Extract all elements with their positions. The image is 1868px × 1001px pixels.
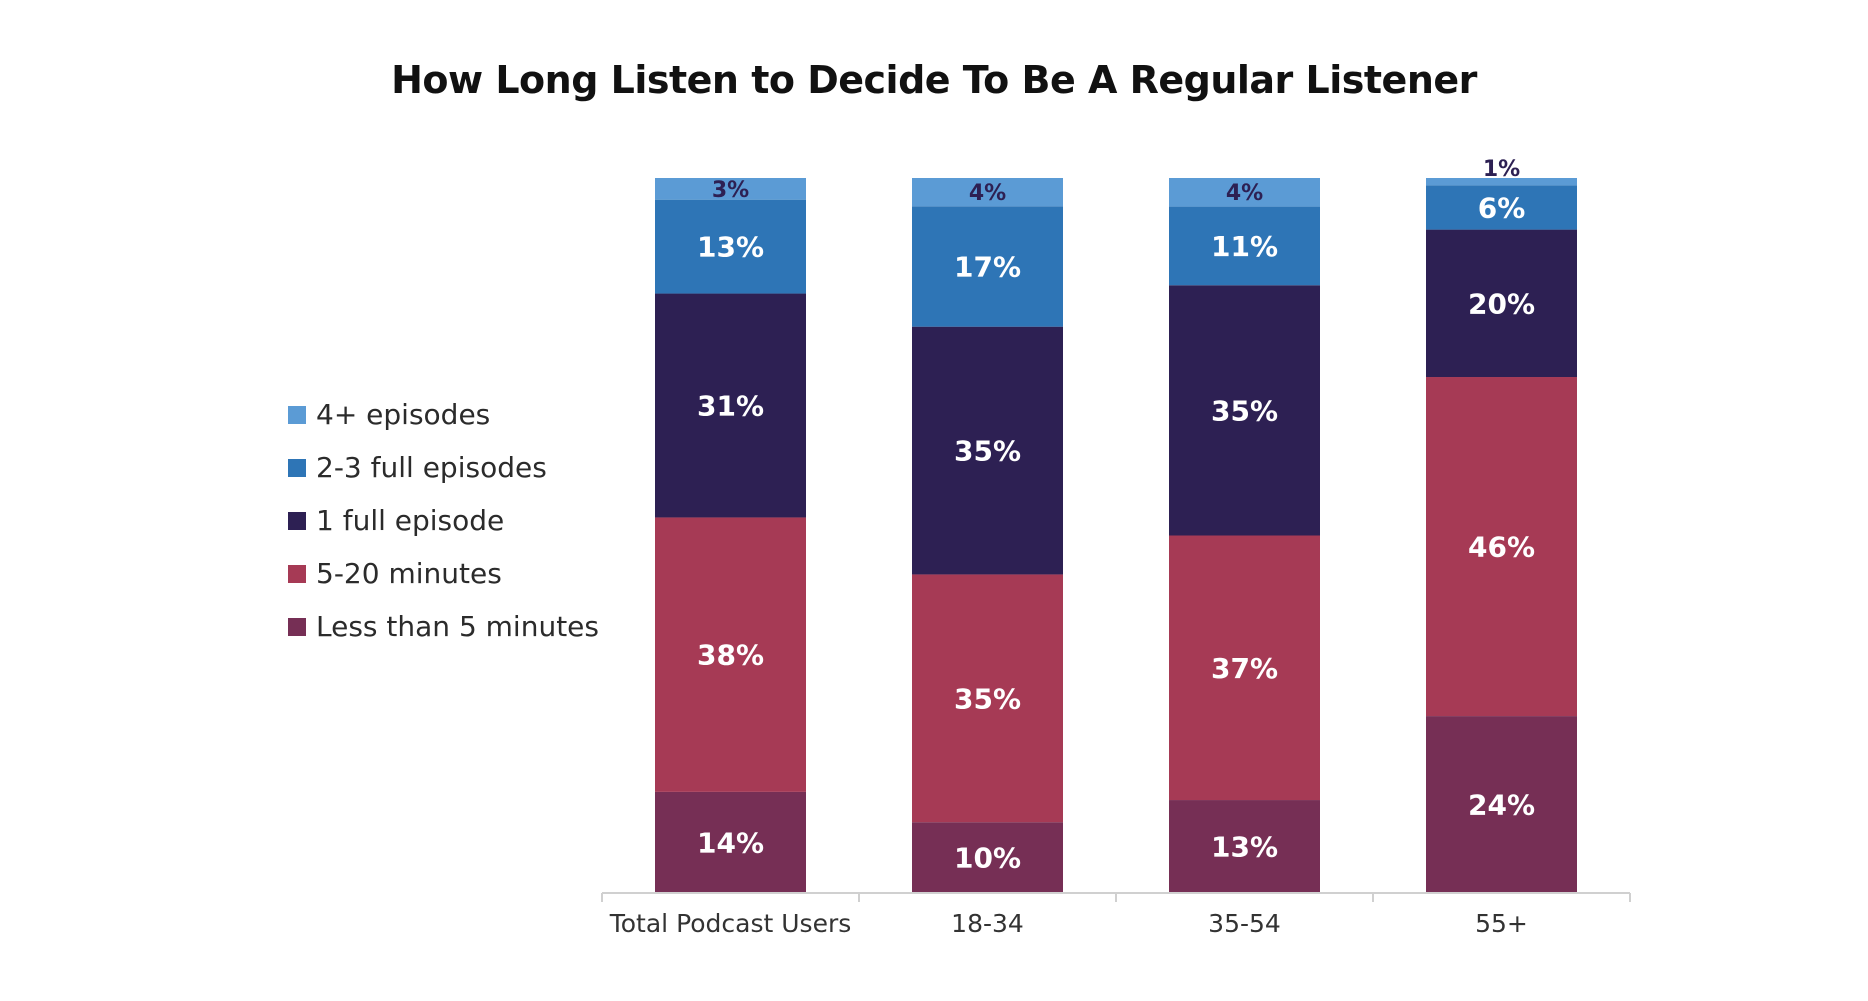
data-label-2-3-full-episodes-18-34: 17%	[954, 251, 1021, 284]
data-label-4-episodes-55: 1%	[1483, 157, 1520, 182]
bar-4-episodes-55	[1426, 178, 1577, 186]
data-label-less-than-5-minutes-55: 24%	[1468, 789, 1535, 822]
legend-swatch	[288, 617, 306, 636]
data-label-4-episodes-35-54: 4%	[1226, 181, 1263, 206]
legend-item-less-than-5-minutes: Less than 5 minutes	[288, 600, 599, 653]
legend-swatch	[288, 511, 306, 530]
data-label-1-full-episode-18-34: 35%	[954, 435, 1021, 468]
legend-label: 5-20 minutes	[316, 557, 502, 590]
data-label-4-episodes-18-34: 4%	[969, 181, 1006, 206]
bar-5-20-minutes-55	[1426, 377, 1577, 717]
bar-4-episodes-35-54	[1169, 178, 1320, 207]
legend-label: 4+ episodes	[316, 398, 491, 431]
data-label-1-full-episode-total-podcast-users: 31%	[697, 390, 764, 423]
legend-item-1-full-episode: 1 full episode	[288, 494, 599, 547]
bar-5-20-minutes-total-podcast-users	[655, 517, 806, 792]
legend-swatch	[288, 564, 306, 583]
data-label-5-20-minutes-total-podcast-users: 38%	[697, 639, 764, 672]
bar-4-episodes-total-podcast-users	[655, 178, 806, 200]
legend-swatch	[288, 405, 306, 424]
bar-2-3-full-episodes-total-podcast-users	[655, 199, 806, 294]
data-label-1-full-episode-55: 20%	[1468, 287, 1535, 320]
data-label-4-episodes-total-podcast-users: 3%	[712, 178, 749, 203]
x-tick-label-35-54: 35-54	[1208, 909, 1281, 938]
legend-swatch	[288, 458, 306, 477]
data-label-1-full-episode-35-54: 35%	[1211, 394, 1278, 427]
bar-5-20-minutes-35-54	[1169, 535, 1320, 801]
bar-4-episodes-18-34	[912, 178, 1063, 207]
bar-1-full-episode-total-podcast-users	[655, 293, 806, 518]
chart-title: How Long Listen to Decide To Be A Regula…	[391, 58, 1477, 102]
data-label-2-3-full-episodes-55: 6%	[1478, 192, 1526, 225]
data-label-2-3-full-episodes-total-podcast-users: 13%	[697, 231, 764, 264]
data-label-5-20-minutes-18-34: 35%	[954, 682, 1021, 715]
data-label-less-than-5-minutes-35-54: 13%	[1211, 831, 1278, 864]
bar-less-than-5-minutes-18-34	[912, 822, 1063, 893]
data-label-5-20-minutes-35-54: 37%	[1211, 652, 1278, 685]
legend-item-4-episodes: 4+ episodes	[288, 388, 599, 441]
legend-label: 1 full episode	[316, 504, 505, 537]
data-label-2-3-full-episodes-35-54: 11%	[1211, 230, 1278, 263]
legend-item-5-20-minutes: 5-20 minutes	[288, 547, 599, 600]
bar-1-full-episode-18-34	[912, 326, 1063, 575]
bar-1-full-episode-55	[1426, 229, 1577, 378]
x-tick-label-55: 55+	[1475, 909, 1528, 938]
x-tick-label-total-podcast-users: Total Podcast Users	[609, 909, 852, 938]
bar-less-than-5-minutes-35-54	[1169, 800, 1320, 893]
x-tick-label-18-34: 18-34	[951, 909, 1024, 938]
bar-less-than-5-minutes-total-podcast-users	[655, 791, 806, 893]
bar-1-full-episode-35-54	[1169, 285, 1320, 536]
legend-label: 2-3 full episodes	[316, 451, 547, 484]
data-label-less-than-5-minutes-total-podcast-users: 14%	[697, 827, 764, 860]
bar-less-than-5-minutes-55	[1426, 716, 1577, 893]
data-label-less-than-5-minutes-18-34: 10%	[954, 842, 1021, 875]
legend: 4+ episodes 2-3 full episodes 1 full episo…	[288, 388, 599, 653]
bar-2-3-full-episodes-55	[1426, 185, 1577, 230]
data-label-5-20-minutes-55: 46%	[1468, 531, 1535, 564]
bar-5-20-minutes-18-34	[912, 574, 1063, 823]
legend-label: Less than 5 minutes	[316, 610, 599, 643]
bar-2-3-full-episodes-18-34	[912, 206, 1063, 327]
legend-item-2-3-full-episodes: 2-3 full episodes	[288, 441, 599, 494]
bar-2-3-full-episodes-35-54	[1169, 206, 1320, 286]
